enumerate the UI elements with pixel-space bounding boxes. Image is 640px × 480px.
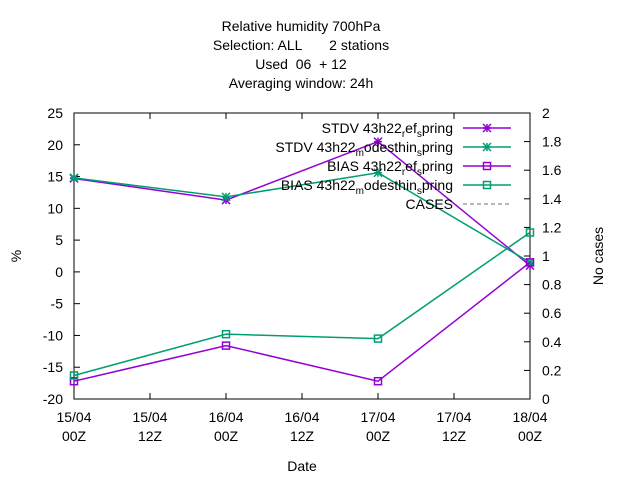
data-point xyxy=(525,258,535,267)
y-tick-label: -20 xyxy=(43,391,63,407)
plot-frame xyxy=(73,112,531,400)
data-point xyxy=(373,168,383,178)
y2-tick-label: 2 xyxy=(542,105,550,121)
data-point xyxy=(482,123,492,133)
data-point xyxy=(482,142,492,152)
legend-item: STDV 43h22modesthinspring xyxy=(275,139,511,159)
y-tick-label: 5 xyxy=(55,232,63,248)
data-point xyxy=(221,329,231,339)
y2-tick-label: 1.2 xyxy=(542,219,562,235)
data-point xyxy=(221,341,231,350)
data-point xyxy=(482,180,492,190)
data-point xyxy=(69,376,79,386)
legend-label: STDV 43h22refspring xyxy=(322,120,453,140)
legend-label: BIAS 43h22modesthinspring xyxy=(281,177,453,197)
data-point xyxy=(373,137,383,147)
series-line xyxy=(73,171,531,264)
x-tick-label: 00Z xyxy=(62,428,87,444)
x-tick-label: 12Z xyxy=(442,428,467,444)
x-axis: 15/04 00Z 15/04 12Z 16/04 00Z 16/04 12Z 17/04 00Z… xyxy=(56,113,548,444)
x-tick-label: 16/04 xyxy=(208,409,243,425)
y-axis-left: -20 -15 -10 -5 0 5 10 15 20 25 xyxy=(43,105,80,407)
x-tick-label: 17/04 xyxy=(436,409,471,425)
x-tick-label: 00Z xyxy=(518,428,543,444)
y2-tick-label: 1.6 xyxy=(542,162,562,178)
chart-title-line: Relative humidity 700hPa xyxy=(222,18,381,34)
data-point xyxy=(69,371,79,380)
data-point xyxy=(525,228,535,237)
y-tick-label: 15 xyxy=(47,169,63,185)
x-axis-label: Date xyxy=(287,458,317,474)
chart-title: Relative humidity 700hPa Selection: ALL 2… xyxy=(213,18,389,91)
y2-tick-label: 0.2 xyxy=(542,362,562,378)
legend-item: CASES xyxy=(406,196,511,212)
y2-tick-label: 1 xyxy=(542,248,550,264)
legend-label: STDV 43h22modesthinspring xyxy=(275,139,453,159)
series-line xyxy=(73,140,531,267)
x-tick-label: 15/04 xyxy=(56,409,91,425)
y2-tick-label: 0.6 xyxy=(542,305,562,321)
data-point xyxy=(373,376,383,386)
chart-title-line: Used 06 + 12 xyxy=(255,56,347,72)
chart-title-line: Averaging window: 24h xyxy=(229,75,374,91)
y-tick-label: 10 xyxy=(47,200,63,216)
x-tick-label: 12Z xyxy=(138,428,163,444)
series-2-bias xyxy=(69,258,535,386)
x-tick-label: 18/04 xyxy=(512,409,547,425)
data-point xyxy=(373,334,383,343)
y-tick-label: 20 xyxy=(47,137,63,153)
x-tick-label: 12Z xyxy=(290,428,315,444)
y-axis-right: 0 0.2 0.4 0.6 0.8 1 1.2 1.4 1.6 1.8 2 xyxy=(524,105,562,407)
series-line xyxy=(73,261,531,383)
data-point xyxy=(221,192,231,202)
legend-item: BIAS 43h22refspring xyxy=(327,158,511,178)
y2-tick-label: 1.4 xyxy=(542,191,562,207)
legend-label: BIAS 43h22refspring xyxy=(327,158,453,178)
x-tick-label: 00Z xyxy=(366,428,391,444)
y2-axis-label: No cases xyxy=(590,227,606,285)
legend-label: CASES xyxy=(406,196,453,212)
data-point xyxy=(482,161,492,171)
y2-tick-label: 0 xyxy=(542,391,550,407)
series-3-bias xyxy=(69,228,535,380)
x-tick-label: 15/04 xyxy=(132,409,167,425)
chart-title-line: Selection: ALL 2 stations xyxy=(213,37,389,53)
x-tick-label: 16/04 xyxy=(284,409,319,425)
x-tick-label: 00Z xyxy=(214,428,239,444)
y-tick-label: 25 xyxy=(47,105,63,121)
y2-tick-label: 0.4 xyxy=(542,334,562,350)
y2-tick-label: 1.8 xyxy=(542,134,562,150)
y-tick-label: -10 xyxy=(43,327,63,343)
series-group xyxy=(69,137,535,386)
x-tick-label: 17/04 xyxy=(360,409,395,425)
legend-item: BIAS 43h22modesthinspring xyxy=(281,177,511,197)
y-tick-label: -15 xyxy=(43,359,63,375)
y-axis-label: % xyxy=(8,250,24,262)
y-tick-label: 0 xyxy=(55,264,63,280)
legend-item: STDV 43h22refspring xyxy=(322,120,511,140)
y2-tick-label: 0.8 xyxy=(542,277,562,293)
data-point xyxy=(69,173,79,183)
series-line xyxy=(73,231,531,377)
y-tick-label: -5 xyxy=(51,296,64,312)
